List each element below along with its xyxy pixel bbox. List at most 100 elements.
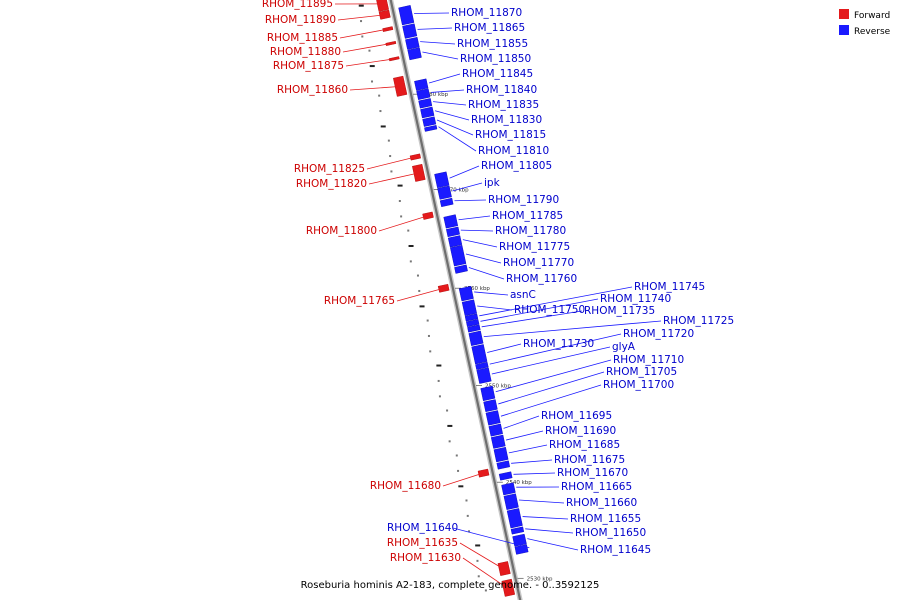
gene-rhom_11740[interactable] [466,319,480,327]
gene-rhom_11675[interactable] [496,460,511,470]
gene-rhom_11810[interactable] [424,125,438,132]
gene-label: RHOM_11635 [387,537,458,549]
gene-rhom_11745[interactable] [464,313,479,322]
gene-rhom_11760[interactable] [454,264,468,274]
gene-label: RHOM_11810 [478,145,549,157]
gene-rhom_11815[interactable] [422,116,437,127]
gene-rhom_11875[interactable] [388,56,400,62]
leader-line [422,51,459,60]
gene-rhom_11645[interactable] [512,533,527,547]
gene-rhom_11775[interactable] [447,235,463,248]
minor-tick [387,139,390,142]
gene-rhom_11780[interactable] [446,226,460,238]
leader-line [438,126,477,152]
gene-rhom_11845[interactable] [414,78,429,91]
gene-rhom_11860[interactable] [393,75,408,97]
minor-tick [465,499,468,502]
leader-line [519,499,565,504]
minor-tick [380,125,386,128]
gene-rhom_11885[interactable] [382,26,394,32]
gene-label: RHOM_11775 [499,241,570,253]
gene-rhom_11680[interactable] [477,468,490,478]
gene-label: RHOM_11765 [324,295,395,307]
gene-rhom_11650[interactable] [510,526,525,535]
gene-rhom_11865[interactable] [402,23,418,39]
gene-label: RHOM_11825 [294,163,365,175]
gene-rhom_11855[interactable] [405,36,420,50]
minor-tick [476,559,479,562]
gene-rhom_11800[interactable] [422,211,434,220]
gene-rhom_11670[interactable] [498,471,513,481]
leader-line [417,27,453,30]
gene-rhom_11635[interactable] [497,561,511,576]
minor-tick [446,409,449,412]
gene-rhom_11830[interactable] [420,106,435,119]
gene-label: ipk [484,177,501,189]
minor-tick [408,244,414,247]
gene-rhom_11630[interactable] [501,578,516,597]
gene-label: RHOM_11730 [523,338,594,350]
leader-line [465,253,502,264]
gene-label: RHOM_11695 [541,410,612,422]
minor-tick [484,589,487,592]
minor-tick [369,65,375,68]
gene-label: RHOM_11850 [460,53,531,65]
gene-rhom_11770[interactable] [450,244,467,267]
gene-rhom_11825[interactable] [409,153,421,161]
gene-label: RHOM_11870 [451,7,522,19]
gene-asnc[interactable] [458,285,474,302]
gene-label: RHOM_11800 [306,225,377,237]
gene-label: RHOM_11690 [545,425,616,437]
kbp-label: 2540 kbp [506,480,532,486]
gene-rhom_11835[interactable] [418,98,433,109]
gene-rhom_11790[interactable] [439,197,454,208]
leader-line [527,538,579,551]
gene-label: RHOM_11705 [606,366,677,378]
minor-tick [368,49,371,52]
gene-rhom_11890[interactable] [378,9,391,20]
gene-rhom_11820[interactable] [412,163,426,182]
gene-rhom_11880[interactable] [385,40,397,46]
gene-label: RHOM_11880 [270,46,341,58]
gene-rhom_11785[interactable] [443,214,459,229]
gene-rhom_11765[interactable] [437,283,450,293]
gene-rhom_11850[interactable] [407,47,422,61]
gene-rhom_11660[interactable] [503,493,519,510]
gene-label: RHOM_11750 [514,304,585,316]
gene-label: RHOM_11720 [623,328,694,340]
gene-label: RHOM_11845 [462,68,533,80]
minor-tick [447,424,453,427]
gene-rhom_11685[interactable] [493,446,509,463]
minor-tick [438,395,441,398]
gene-rhom_11840[interactable] [416,88,431,100]
gene-rhom_11690[interactable] [490,434,506,449]
gene-rhom_11730[interactable] [471,344,488,365]
leader-line [508,444,548,454]
gene-label: RHOM_11855 [457,38,528,50]
minor-tick [398,200,401,203]
gene-rhom_11655[interactable] [506,508,523,529]
leader-line [452,527,530,549]
kbp-label: 2580 kbp [422,92,448,98]
gene-rhom_11805[interactable] [434,171,450,189]
gene-rhom_11870[interactable] [398,5,415,26]
gene-label: RHOM_11740 [600,293,671,305]
gene-glya[interactable] [476,367,492,384]
gene-rhom_11665[interactable] [501,482,516,496]
minor-tick [418,289,421,292]
gene-rhom_11725[interactable] [468,330,484,346]
gene-rhom_11695[interactable] [488,423,503,437]
gene-rhom_11750[interactable] [461,299,477,316]
gene-rhom_11720[interactable] [475,361,489,370]
leader-line [454,199,487,202]
gene-rhom_11735[interactable] [467,324,481,333]
gene-rhom_11895[interactable] [376,0,389,12]
gene-ipk[interactable] [437,185,452,200]
gene-label: RHOM_11865 [454,22,525,34]
leader-line [349,86,400,91]
gene-rhom_11705[interactable] [483,399,498,413]
gene-rhom_11700[interactable] [485,410,501,426]
gene-rhom_11710[interactable] [480,385,496,402]
gene-label: RHOM_11640 [387,522,458,534]
leader-line [459,542,504,570]
